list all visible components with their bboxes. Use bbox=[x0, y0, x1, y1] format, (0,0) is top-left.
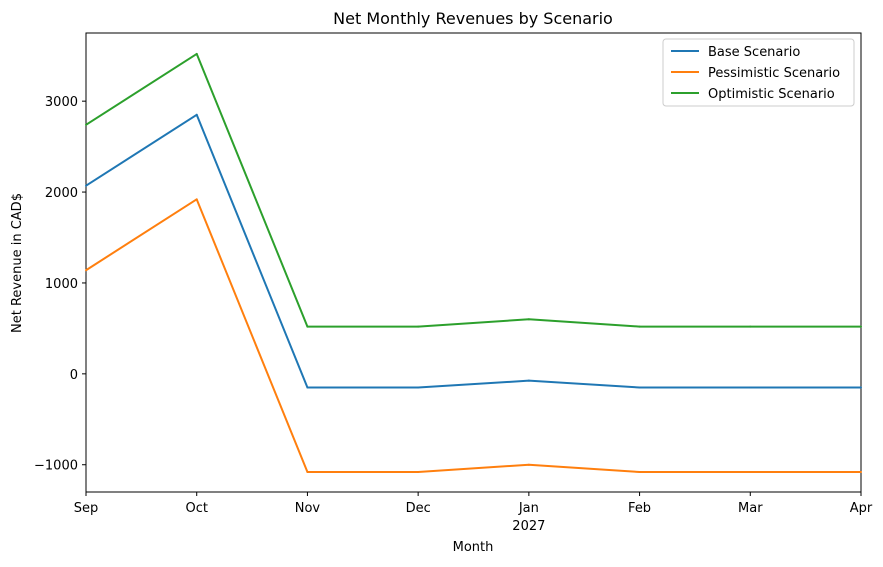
data-point-optimistic-scenario bbox=[860, 325, 862, 328]
data-point-pessimistic-scenario bbox=[749, 471, 752, 474]
series-line-pessimistic-scenario bbox=[85, 198, 861, 474]
data-point-optimistic-scenario bbox=[85, 123, 87, 126]
data-point-pessimistic-scenario bbox=[85, 269, 87, 272]
series-layer bbox=[85, 52, 862, 474]
y-tick-label: 1000 bbox=[45, 277, 78, 292]
x-tick-label: Oct bbox=[185, 501, 207, 516]
y-tick-label: −1000 bbox=[34, 459, 78, 474]
legend-box bbox=[662, 38, 855, 107]
data-point-base-scenario bbox=[306, 386, 309, 389]
legend: Base Scenario Pessimistic Scenario Optimis… bbox=[662, 38, 855, 107]
y-tick-label: 0 bbox=[70, 368, 78, 383]
y-tick-label: 2000 bbox=[45, 186, 78, 201]
data-point-pessimistic-scenario bbox=[306, 471, 309, 474]
legend-items: Base Scenario Pessimistic Scenario Optimis… bbox=[671, 45, 840, 102]
data-point-pessimistic-scenario bbox=[527, 463, 530, 466]
y-axis: −1000 0 1000 2000 3000 bbox=[34, 95, 86, 474]
x-tick-label: Dec bbox=[406, 501, 431, 516]
data-point-pessimistic-scenario bbox=[195, 198, 198, 201]
data-point-optimistic-scenario bbox=[417, 325, 420, 328]
chart-title: Net Monthly Revenues by Scenario bbox=[333, 9, 613, 28]
data-point-pessimistic-scenario bbox=[860, 471, 862, 474]
x-tick-label: Sep bbox=[74, 501, 99, 516]
y-axis-label: Net Revenue in CAD$ bbox=[10, 193, 25, 333]
legend-label-optimistic-scenario: Optimistic Scenario bbox=[708, 87, 835, 102]
x-tick-label: Nov bbox=[295, 501, 321, 516]
plot-area bbox=[85, 32, 862, 493]
x-tick-label: Apr bbox=[850, 501, 873, 516]
data-point-optimistic-scenario bbox=[638, 325, 641, 328]
x-tick-label: Feb bbox=[628, 501, 651, 516]
data-point-base-scenario bbox=[85, 184, 87, 187]
series-line-base-scenario bbox=[85, 113, 861, 389]
data-point-optimistic-scenario bbox=[306, 325, 309, 328]
data-point-optimistic-scenario bbox=[527, 318, 530, 321]
x-tick-label: Jan bbox=[518, 501, 539, 516]
data-point-base-scenario bbox=[527, 379, 530, 382]
x-axis-label: Month bbox=[453, 540, 494, 555]
legend-label-pessimistic-scenario: Pessimistic Scenario bbox=[708, 66, 840, 81]
data-point-optimistic-scenario bbox=[749, 325, 752, 328]
x-axis: Sep Oct Nov Dec Jan 2027 Feb Mar Apr bbox=[74, 492, 873, 534]
data-point-base-scenario bbox=[638, 386, 641, 389]
data-point-base-scenario bbox=[749, 386, 752, 389]
x-tick-sublabel: 2027 bbox=[512, 519, 545, 534]
series-line-optimistic-scenario bbox=[85, 52, 861, 328]
y-tick-label: 3000 bbox=[45, 95, 78, 110]
data-point-base-scenario bbox=[860, 386, 862, 389]
data-point-pessimistic-scenario bbox=[417, 471, 420, 474]
data-point-pessimistic-scenario bbox=[638, 471, 641, 474]
x-tick-label: Mar bbox=[738, 501, 763, 516]
data-point-optimistic-scenario bbox=[195, 52, 198, 55]
data-point-base-scenario bbox=[195, 113, 198, 116]
data-point-base-scenario bbox=[417, 386, 420, 389]
legend-label-base-scenario: Base Scenario bbox=[708, 45, 800, 60]
